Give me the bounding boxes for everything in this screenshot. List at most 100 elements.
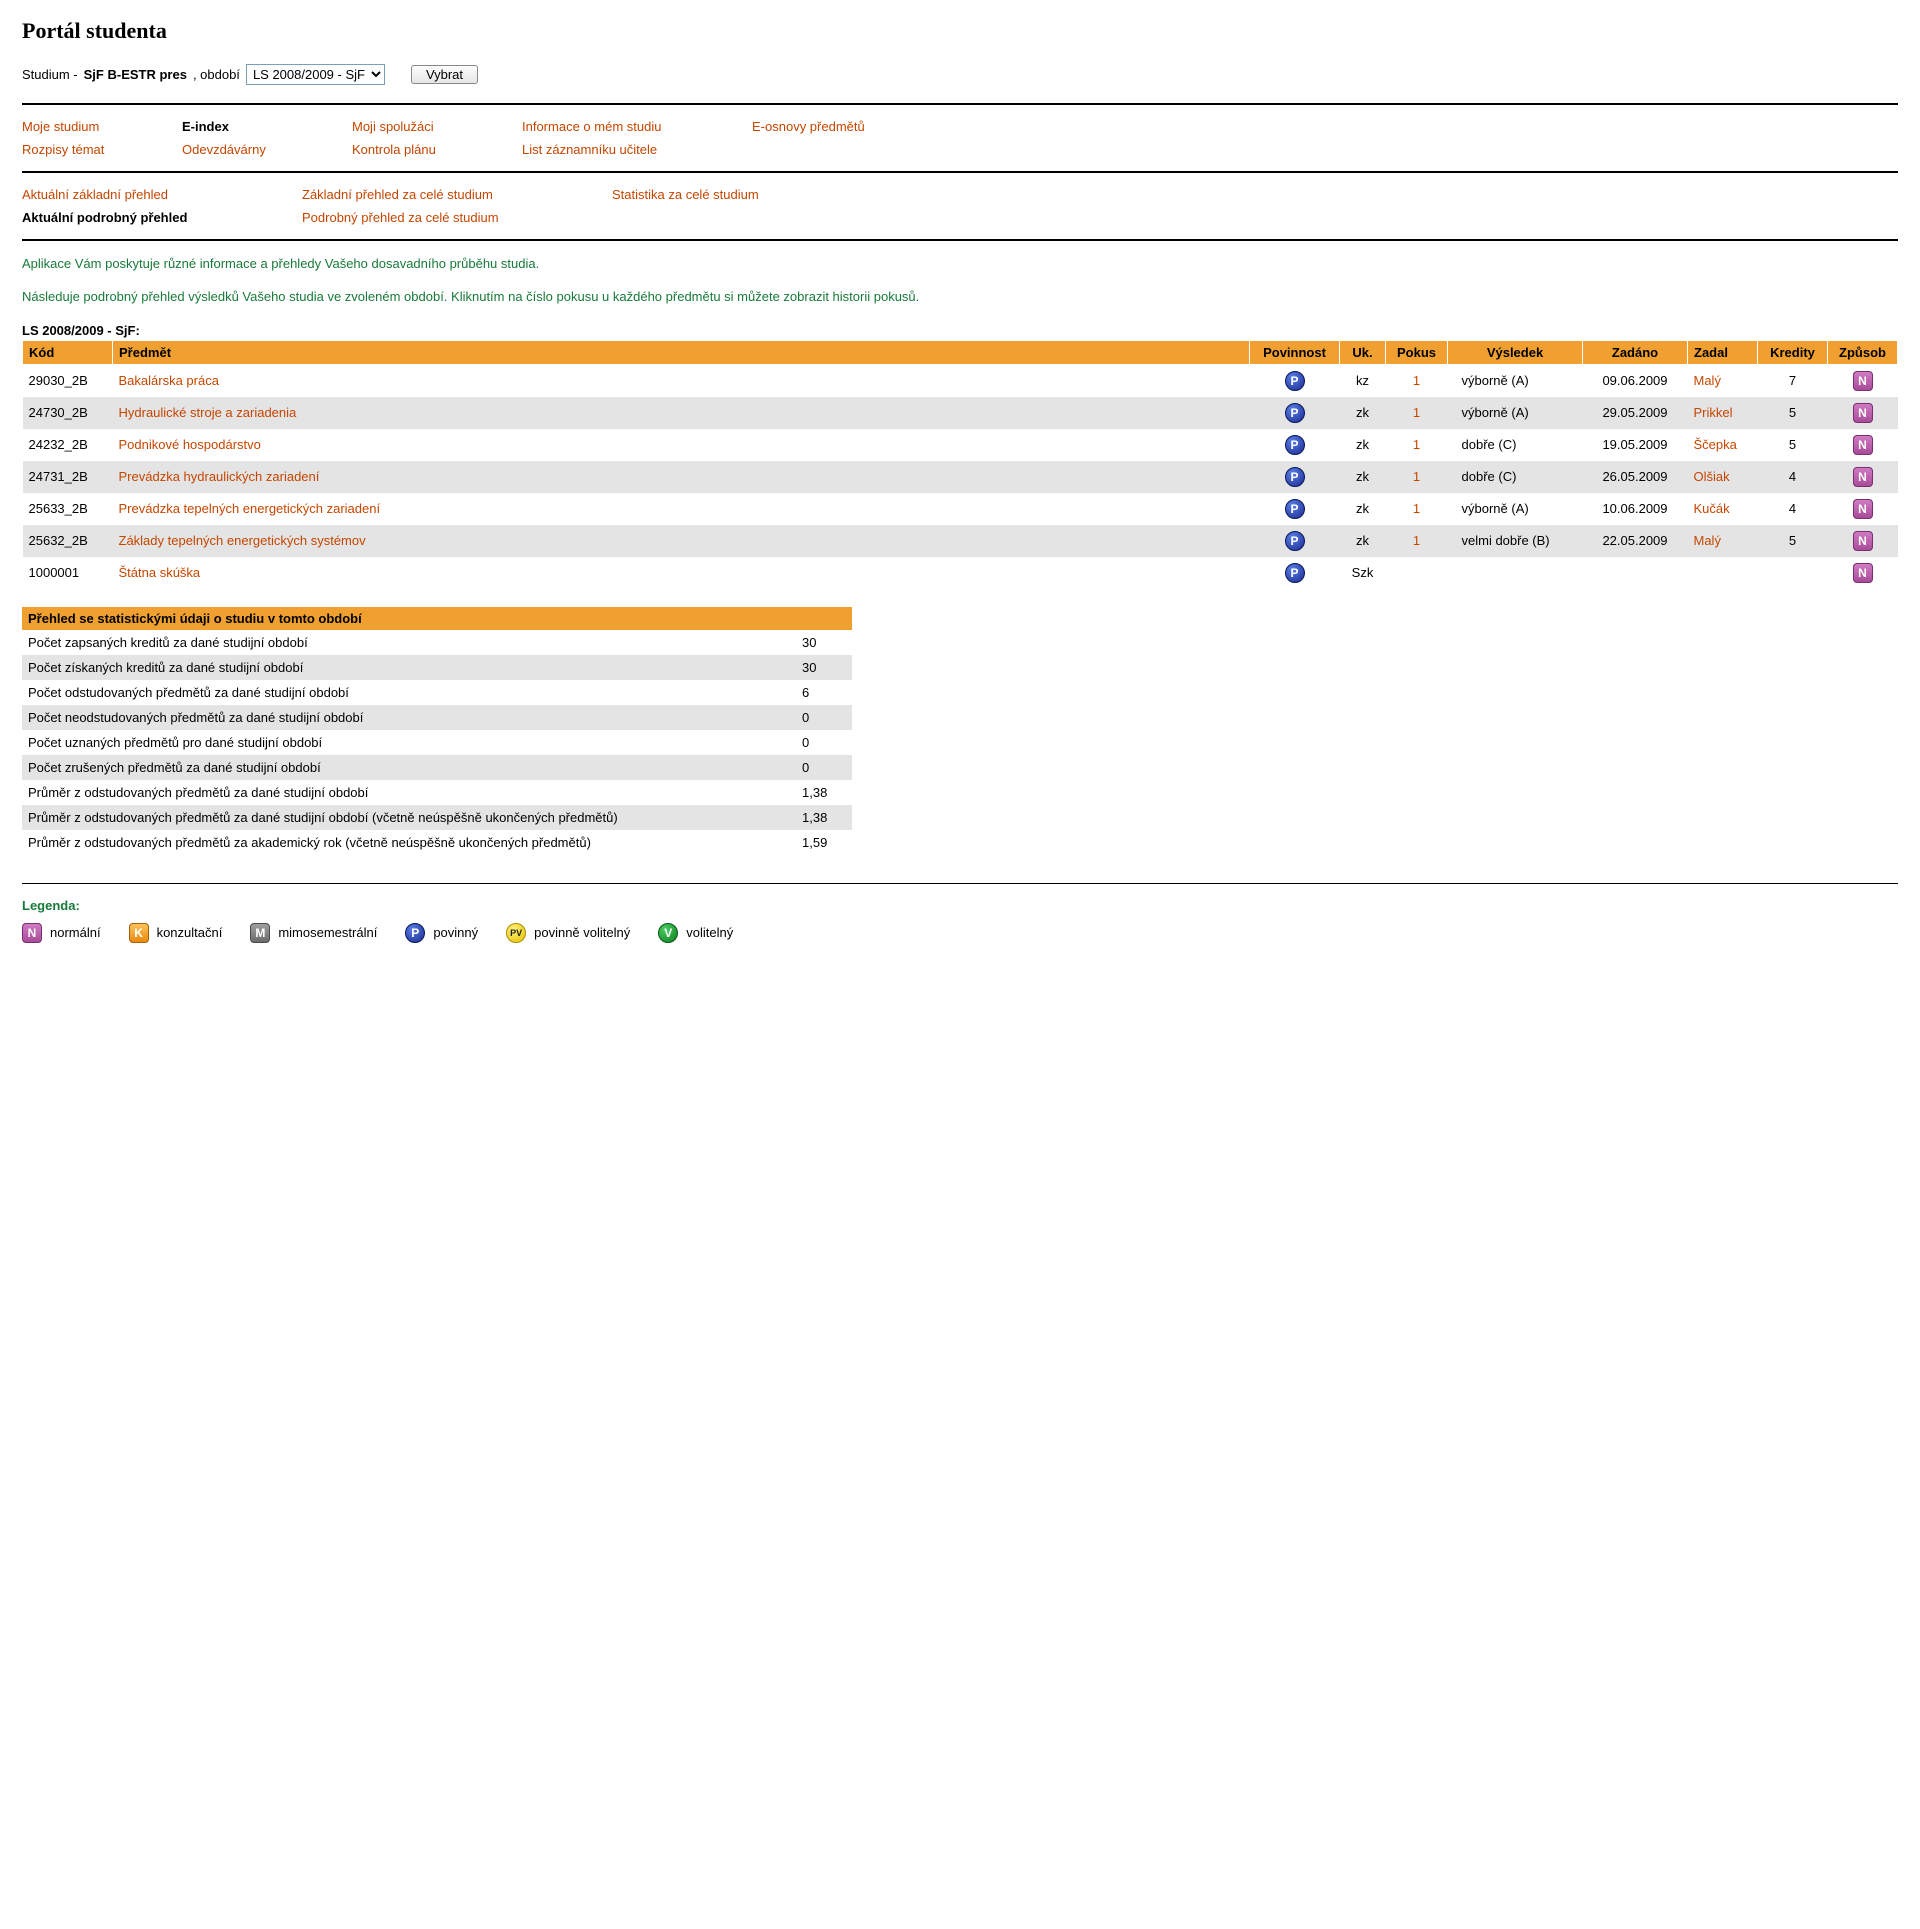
cell-vysledek: výborně (A)	[1448, 397, 1583, 429]
table-row: 25632_2BZáklady tepelných energetických …	[23, 525, 1898, 557]
stats-value: 1,38	[792, 780, 852, 805]
subnav-item[interactable]: Základní přehled za celé studium	[302, 187, 493, 202]
subject-link[interactable]: Základy tepelných energetických systémov	[119, 533, 366, 548]
attempt-link[interactable]: 1	[1413, 405, 1420, 420]
teacher-link[interactable]: Ščepka	[1694, 437, 1737, 452]
period-controls: Studium - SjF B-ESTR pres , období LS 20…	[22, 64, 1898, 85]
nav-item[interactable]: List záznamníku učitele	[522, 142, 657, 157]
cell-zadano: 10.06.2009	[1583, 493, 1688, 525]
stats-value: 30	[792, 630, 852, 655]
cell-povinnost: P	[1250, 461, 1340, 493]
stats-row: Počet zapsaných kreditů za dané studijní…	[22, 630, 852, 655]
nav-item[interactable]: Rozpisy témat	[22, 142, 104, 157]
subject-link[interactable]: Podnikové hospodárstvo	[119, 437, 261, 452]
period-select[interactable]: LS 2008/2009 - SjF	[246, 64, 385, 85]
cell-predmet: Štátna skúška	[113, 557, 1250, 589]
main-nav: Moje studiumE-indexMoji spolužáciInforma…	[22, 119, 1898, 157]
stats-value: 1,59	[792, 830, 852, 855]
n-badge-icon: N	[1853, 435, 1873, 455]
p-badge-icon: P	[1285, 499, 1305, 519]
table-row: 24730_2BHydraulické stroje a zariadeniaP…	[23, 397, 1898, 429]
teacher-link[interactable]: Malý	[1694, 373, 1721, 388]
col-vysledek: Výsledek	[1448, 340, 1583, 364]
col-zadal: Zadal	[1688, 340, 1758, 364]
p-badge-icon: P	[1285, 403, 1305, 423]
cell-vysledek: dobře (C)	[1448, 461, 1583, 493]
cell-vysledek	[1448, 557, 1583, 589]
teacher-link[interactable]: Malý	[1694, 533, 1721, 548]
cell-zadal: Kučák	[1688, 493, 1758, 525]
stats-label: Počet zapsaných kreditů za dané studijní…	[22, 630, 792, 655]
legend-row: NnormálníKkonzultačníMmimosemestrálníPpo…	[22, 923, 1898, 943]
table-row: 24232_2BPodnikové hospodárstvoPzk1dobře …	[23, 429, 1898, 461]
cell-kod: 24232_2B	[23, 429, 113, 461]
cell-vysledek: výborně (A)	[1448, 364, 1583, 397]
attempt-link[interactable]: 1	[1413, 533, 1420, 548]
attempt-link[interactable]: 1	[1413, 437, 1420, 452]
n-badge-icon: N	[1853, 563, 1873, 583]
subject-link[interactable]: Štátna skúška	[119, 565, 201, 580]
cell-zadano: 22.05.2009	[1583, 525, 1688, 557]
table-row: 24731_2BPrevádzka hydraulických zariaden…	[23, 461, 1898, 493]
cell-zadal: Prikkel	[1688, 397, 1758, 429]
cell-kredity: 5	[1758, 525, 1828, 557]
n-badge-icon: N	[1853, 403, 1873, 423]
nav-item[interactable]: Kontrola plánu	[352, 142, 436, 157]
cell-kod: 1000001	[23, 557, 113, 589]
attempt-link[interactable]: 1	[1413, 469, 1420, 484]
cell-kredity: 4	[1758, 493, 1828, 525]
teacher-link[interactable]: Prikkel	[1694, 405, 1733, 420]
attempt-link[interactable]: 1	[1413, 501, 1420, 516]
nav-item[interactable]: Moji spolužáci	[352, 119, 434, 134]
attempt-link[interactable]: 1	[1413, 373, 1420, 388]
cell-kod: 29030_2B	[23, 364, 113, 397]
legend-label: volitelný	[686, 925, 733, 940]
cell-povinnost: P	[1250, 397, 1340, 429]
col-pokus: Pokus	[1386, 340, 1448, 364]
cell-kredity: 4	[1758, 461, 1828, 493]
cell-zadal: Malý	[1688, 364, 1758, 397]
legend-badge-icon: V	[658, 923, 678, 943]
cell-zadano: 29.05.2009	[1583, 397, 1688, 429]
page-title: Portál studenta	[22, 18, 1898, 44]
subnav-item-active: Aktuální podrobný přehled	[22, 210, 187, 225]
n-badge-icon: N	[1853, 499, 1873, 519]
nav-item[interactable]: Odevzdávárny	[182, 142, 266, 157]
subnav-item[interactable]: Podrobný přehled za celé studium	[302, 210, 499, 225]
cell-zpusob: N	[1828, 461, 1898, 493]
teacher-link[interactable]: Olšiak	[1694, 469, 1730, 484]
p-badge-icon: P	[1285, 531, 1305, 551]
subject-link[interactable]: Prevádzka tepelných energetických zariad…	[119, 501, 381, 516]
subnav-item[interactable]: Aktuální základní přehled	[22, 187, 168, 202]
legend-label: normální	[50, 925, 101, 940]
cell-pokus: 1	[1386, 493, 1448, 525]
nav-item[interactable]: Moje studium	[22, 119, 99, 134]
subject-link[interactable]: Hydraulické stroje a zariadenia	[119, 405, 297, 420]
nav-item[interactable]: E-osnovy předmětů	[752, 119, 865, 134]
legend-badge-icon: N	[22, 923, 42, 943]
subnav-item[interactable]: Statistika za celé studium	[612, 187, 759, 202]
stats-row: Počet zrušených předmětů za dané studijn…	[22, 755, 852, 780]
nav-item[interactable]: Informace o mém studiu	[522, 119, 661, 134]
cell-povinnost: P	[1250, 557, 1340, 589]
legend-item: Ppovinný	[405, 923, 478, 943]
cell-zadal: Ščepka	[1688, 429, 1758, 461]
results-table: Kód Předmět Povinnost Uk. Pokus Výsledek…	[22, 340, 1898, 589]
cell-predmet: Hydraulické stroje a zariadenia	[113, 397, 1250, 429]
cell-zpusob: N	[1828, 525, 1898, 557]
stats-value: 0	[792, 755, 852, 780]
teacher-link[interactable]: Kučák	[1694, 501, 1730, 516]
cell-uk: Szk	[1340, 557, 1386, 589]
cell-zadano	[1583, 557, 1688, 589]
stats-value: 0	[792, 730, 852, 755]
intro-text-1: Aplikace Vám poskytuje různé informace a…	[22, 255, 1898, 274]
select-button[interactable]: Vybrat	[411, 65, 478, 84]
col-kredity: Kredity	[1758, 340, 1828, 364]
table-row: 25633_2BPrevádzka tepelných energetickýc…	[23, 493, 1898, 525]
cell-zadal: Olšiak	[1688, 461, 1758, 493]
results-header-row: Kód Předmět Povinnost Uk. Pokus Výsledek…	[23, 340, 1898, 364]
section-label: LS 2008/2009 - SjF:	[22, 323, 1898, 338]
subject-link[interactable]: Prevádzka hydraulických zariadení	[119, 469, 320, 484]
cell-zadal	[1688, 557, 1758, 589]
subject-link[interactable]: Bakalárska práca	[119, 373, 219, 388]
